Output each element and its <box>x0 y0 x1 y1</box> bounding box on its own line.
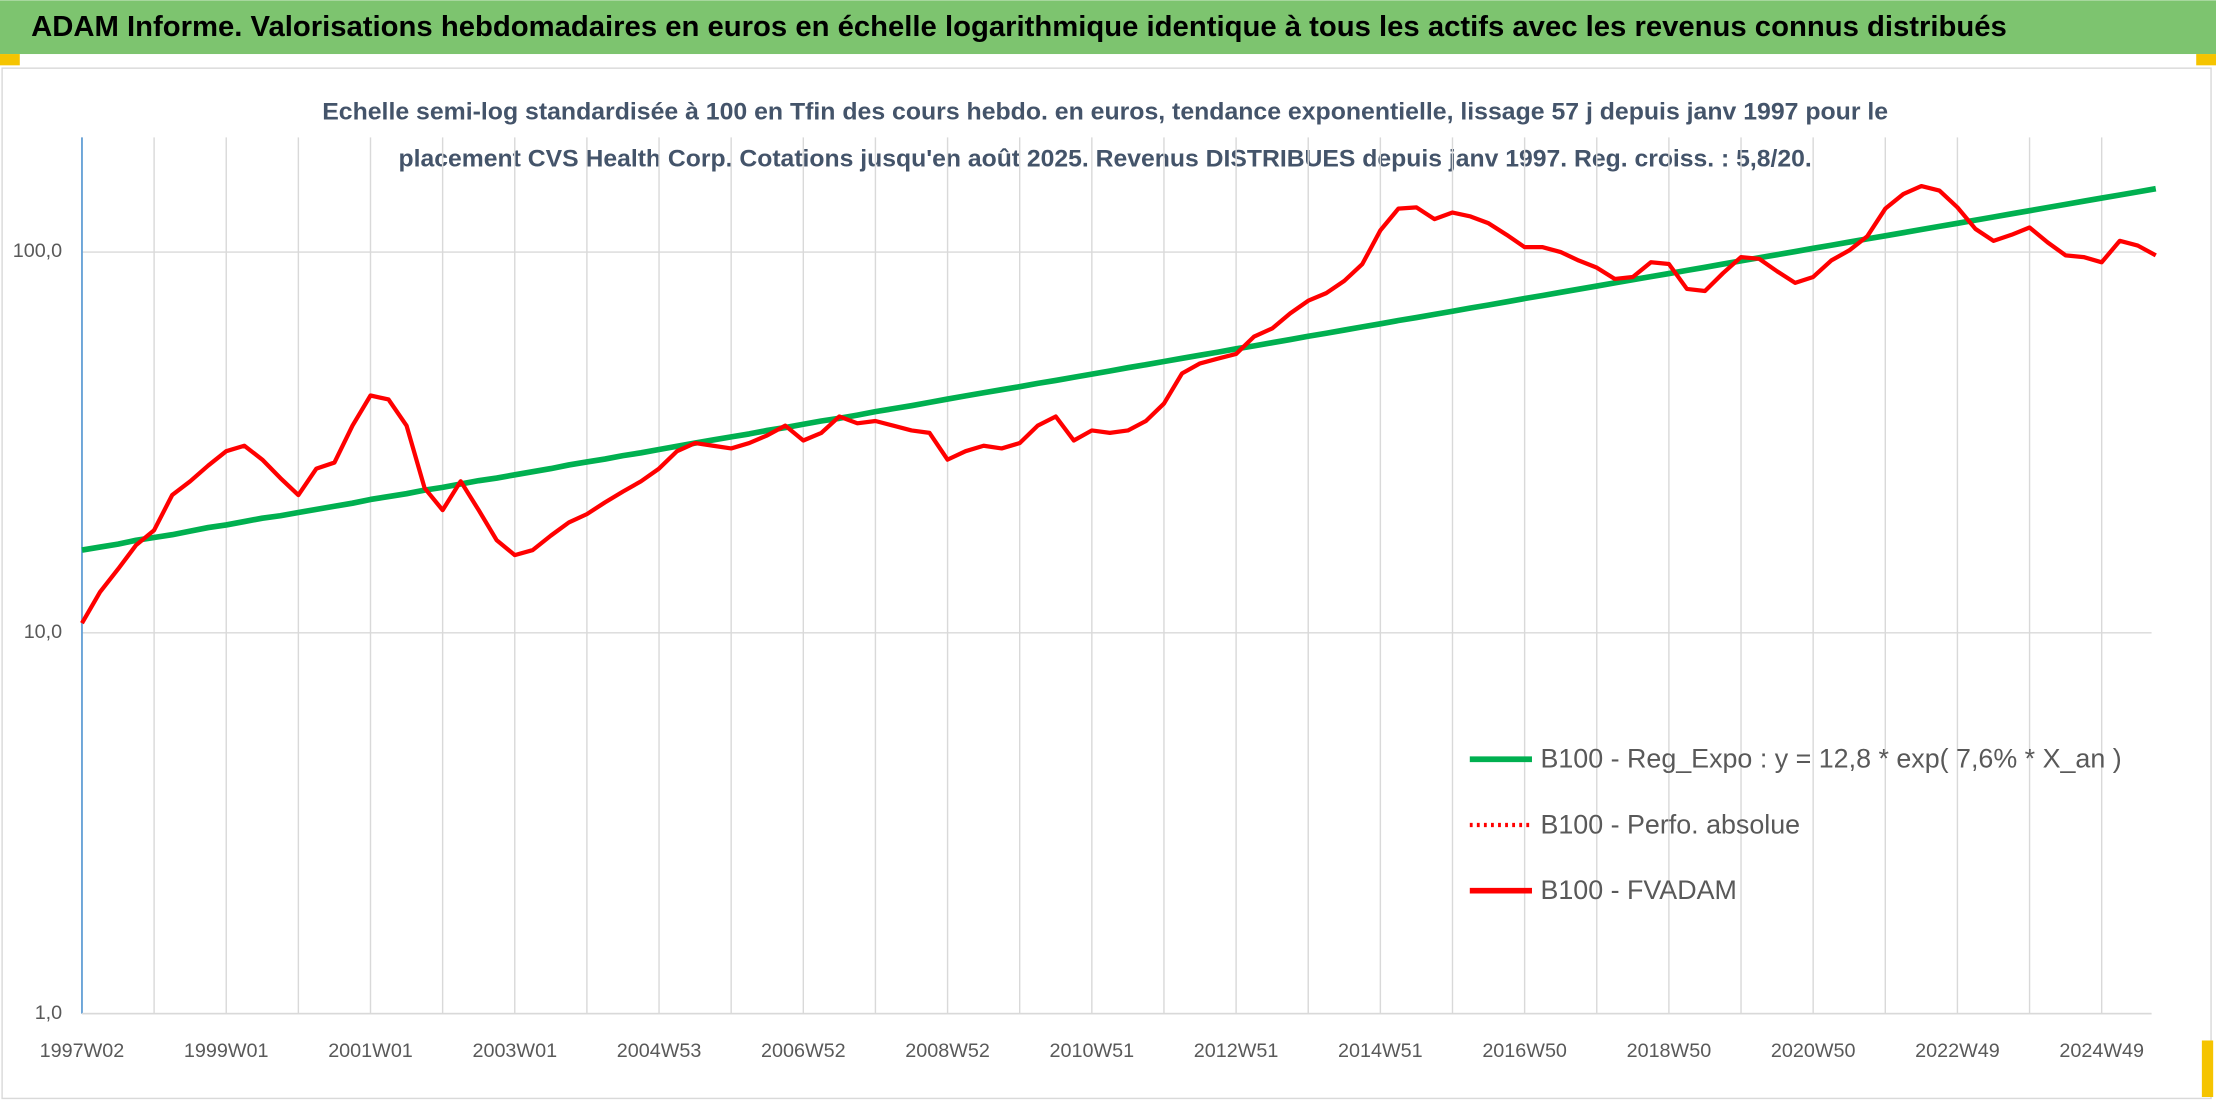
x-tick-label: 2022W49 <box>1915 1040 2000 1062</box>
x-tick-label: 2001W01 <box>328 1040 413 1062</box>
legend-label: B100 - FVADAM <box>1540 875 1736 905</box>
legend-label: B100 - Reg_Expo : y = 12,8 * exp( 7,6% *… <box>1540 744 2121 774</box>
x-tick-label: 2012W51 <box>1194 1040 1279 1062</box>
x-tick-label: 2020W50 <box>1771 1040 1856 1062</box>
chart-area <box>1 67 2212 1100</box>
corner-mark <box>2196 54 2216 66</box>
x-tick-label: 2004W53 <box>617 1040 702 1062</box>
x-tick-label: 2010W51 <box>1050 1040 1135 1062</box>
x-tick-label: 2006W52 <box>761 1040 846 1062</box>
legend-label: B100 - Perfo. absolue <box>1540 809 1800 839</box>
x-tick-label: 1997W02 <box>40 1040 125 1062</box>
chart-subtitle: placement CVS Health Corp. Cotations jus… <box>399 145 1812 172</box>
x-tick-label: 2014W51 <box>1338 1040 1423 1062</box>
x-tick-label: 2003W01 <box>472 1040 557 1062</box>
x-tick-label: 2008W52 <box>905 1040 990 1062</box>
corner-mark <box>2201 1040 2214 1098</box>
x-tick-label: 2016W50 <box>1482 1040 1567 1062</box>
title-bar <box>0 0 2216 55</box>
y-tick-label: 1,0 <box>35 1002 62 1024</box>
corner-mark <box>0 54 20 66</box>
y-tick-label: 100,0 <box>13 240 62 262</box>
x-tick-label: 2024W49 <box>2059 1040 2144 1062</box>
series-line <box>80 183 2157 625</box>
chart-title: ADAM Informe. Valorisations hebdomadaire… <box>31 10 2007 42</box>
x-tick-label: 1999W01 <box>184 1040 269 1062</box>
x-tick-label: 2018W50 <box>1627 1040 1712 1062</box>
chart-subtitle: Echelle semi-log standardisée à 100 en T… <box>322 99 1888 126</box>
y-tick-label: 10,0 <box>24 621 62 643</box>
